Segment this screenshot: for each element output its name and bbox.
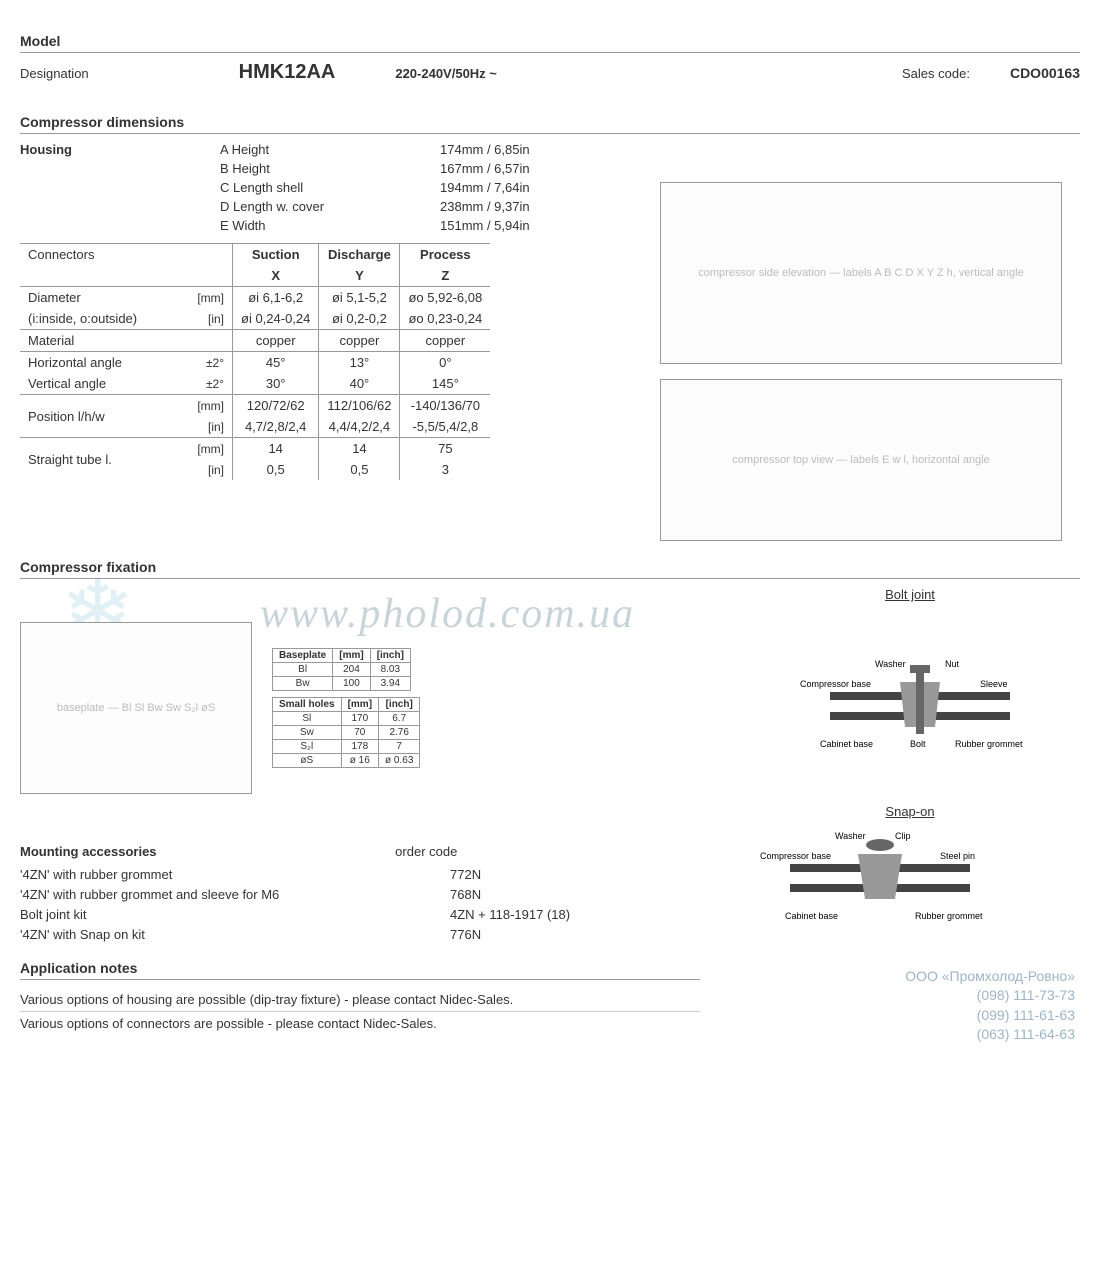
company-phone: (063) 111-64-63 <box>905 1025 1075 1045</box>
dim-label: E Width <box>220 218 440 233</box>
diagram-top-view: compressor top view — labels E w l, hori… <box>660 379 1062 541</box>
snap-on-diagram: Washer Clip Compressor base Steel pin Ca… <box>740 829 1020 929</box>
dim-label: A Height <box>220 142 440 157</box>
smallholes-table: Small holes[mm][inch] Sl1706.7 Sw702.76 … <box>272 697 420 768</box>
mount-label: '4ZN' with Snap on kit <box>20 927 450 942</box>
svg-text:Compressor base: Compressor base <box>800 679 871 689</box>
svg-text:Rubber grommet: Rubber grommet <box>915 911 983 921</box>
snap-on-header: Snap-on <box>885 804 934 819</box>
company-phone: (099) 111-61-63 <box>905 1006 1075 1026</box>
note-line: Various options of housing are possible … <box>20 988 700 1012</box>
col-sym: Z <box>400 265 490 287</box>
mounting-grid: '4ZN' with rubber grommet772N '4ZN' with… <box>20 867 720 942</box>
diagram-side-view: compressor side elevation — labels A B C… <box>660 182 1062 364</box>
baseplate-table: Baseplate[mm][inch] Bl2048.03 Bw1003.94 <box>272 648 411 691</box>
sales-code-label: Sales code: <box>902 66 970 81</box>
dim-value: 174mm / 6,85in <box>440 142 640 157</box>
row-sublabel: (i:inside, o:outside) <box>20 308 166 330</box>
bolt-joint-header: Bolt joint <box>885 587 935 602</box>
housing-label: Housing <box>20 142 220 157</box>
row-label: Horizontal angle <box>20 352 166 374</box>
dim-label: D Length w. cover <box>220 199 440 214</box>
mount-code: 4ZN + 118-1917 (18) <box>450 907 650 922</box>
note-line: Various options of connectors are possib… <box>20 1012 700 1035</box>
company-phone: (098) 111-73-73 <box>905 986 1075 1006</box>
connectors-header: Connectors <box>20 244 166 266</box>
company-info: ООО «Промхолод-Ровно» (098) 111-73-73 (0… <box>905 967 1075 1045</box>
voltage: 220-240V/50Hz ~ <box>395 66 497 81</box>
svg-text:Clip: Clip <box>895 831 911 841</box>
svg-text:Cabinet base: Cabinet base <box>820 739 873 749</box>
bolt-joint-diagram: Washer Nut Compressor base Sleeve Cabine… <box>780 657 1060 757</box>
row-label: Position l/h/w <box>20 395 166 438</box>
row-label: Vertical angle <box>20 373 166 395</box>
section-model: Model <box>20 33 1080 53</box>
company-name: ООО «Промхолод-Ровно» <box>905 967 1075 987</box>
svg-text:Nut: Nut <box>945 659 960 669</box>
row-label: Material <box>20 330 166 352</box>
row-label: Straight tube l. <box>20 438 166 481</box>
col-name: Discharge <box>319 244 400 266</box>
mount-label: '4ZN' with rubber grommet <box>20 867 450 882</box>
svg-text:Bolt: Bolt <box>910 739 926 749</box>
row-label: Diameter <box>20 287 166 309</box>
diagram-baseplate: baseplate — Bl Sl Bw Sw S₂l øS <box>20 622 252 794</box>
dim-value: 167mm / 6,57in <box>440 161 640 176</box>
section-dimensions: Compressor dimensions <box>20 114 1080 134</box>
svg-text:Sleeve: Sleeve <box>980 679 1008 689</box>
svg-text:Compressor base: Compressor base <box>760 851 831 861</box>
svg-text:Washer: Washer <box>835 831 866 841</box>
section-fixation: Compressor fixation <box>20 559 1080 579</box>
mount-code: 772N <box>450 867 650 882</box>
dim-value: 238mm / 9,37in <box>440 199 640 214</box>
col-sym: Y <box>319 265 400 287</box>
model-name: HMK12AA <box>239 61 336 84</box>
housing-grid: Housing A Height 174mm / 6,85in B Height… <box>20 142 640 233</box>
dim-label: B Height <box>220 161 440 176</box>
mount-code: 776N <box>450 927 650 942</box>
model-row: Designation HMK12AA 220-240V/50Hz ~ Sale… <box>20 61 1080 84</box>
svg-text:Steel pin: Steel pin <box>940 851 975 861</box>
dim-value: 151mm / 5,94in <box>440 218 640 233</box>
col-name: Process <box>400 244 490 266</box>
designation-label: Designation <box>20 66 89 81</box>
svg-text:Rubber grommet: Rubber grommet <box>955 739 1023 749</box>
dim-label: C Length shell <box>220 180 440 195</box>
mount-code: 768N <box>450 887 650 902</box>
mount-label: Bolt joint kit <box>20 907 450 922</box>
section-notes: Application notes <box>20 960 700 980</box>
svg-text:Washer: Washer <box>875 659 906 669</box>
mount-label: '4ZN' with rubber grommet and sleeve for… <box>20 887 450 902</box>
connectors-table: Connectors Suction Discharge Process X Y… <box>20 243 490 480</box>
dim-value: 194mm / 7,64in <box>440 180 640 195</box>
svg-text:Cabinet base: Cabinet base <box>785 911 838 921</box>
order-code-label: order code <box>395 844 457 859</box>
col-name: Suction <box>233 244 319 266</box>
sales-code: CDO00163 <box>1010 65 1080 81</box>
section-mounting: Mounting accessories <box>20 844 157 859</box>
col-sym: X <box>233 265 319 287</box>
